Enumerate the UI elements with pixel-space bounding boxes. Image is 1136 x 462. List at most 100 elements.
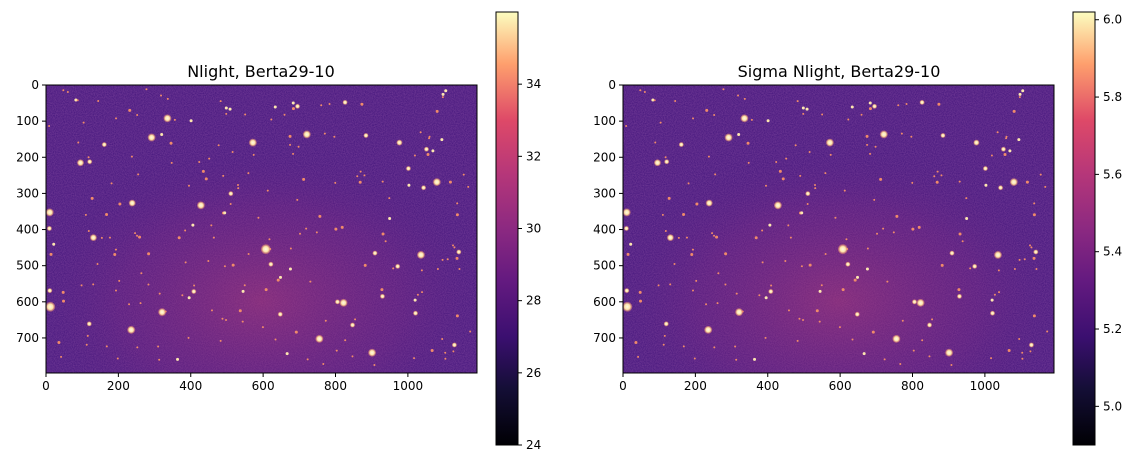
star [802, 112, 805, 115]
star [309, 280, 312, 283]
star [824, 172, 827, 175]
star [659, 121, 662, 124]
star [276, 278, 280, 282]
star [805, 191, 811, 197]
star [52, 242, 56, 246]
star [413, 154, 416, 157]
star [935, 180, 939, 184]
star [637, 355, 640, 358]
star [176, 357, 180, 361]
star [1030, 246, 1033, 249]
y-tick-label: 300 [16, 186, 39, 200]
star [945, 348, 954, 357]
star [674, 100, 677, 103]
star-field-right [622, 88, 1049, 367]
star [1029, 350, 1032, 353]
star [1005, 137, 1008, 140]
star [998, 291, 1001, 294]
star [342, 99, 348, 105]
star [139, 302, 142, 305]
star [713, 234, 716, 237]
star [856, 275, 860, 279]
star [1033, 202, 1036, 205]
star [297, 145, 300, 148]
star [170, 161, 173, 164]
star [854, 311, 860, 317]
star [285, 352, 289, 356]
star [115, 117, 118, 120]
y-tick-label: 100 [16, 114, 39, 128]
star [92, 283, 95, 286]
star [261, 326, 264, 329]
star [682, 212, 686, 216]
star [279, 275, 283, 279]
star [87, 229, 90, 232]
plot-frame-right [622, 84, 1055, 374]
star [764, 336, 767, 339]
star [998, 185, 1004, 191]
star [191, 288, 197, 294]
star [426, 153, 430, 157]
star [430, 349, 434, 353]
x-tick-label: 0 [42, 379, 50, 393]
star [1032, 256, 1036, 260]
star [453, 246, 456, 249]
star [638, 290, 642, 294]
star [905, 103, 908, 106]
star [441, 258, 444, 261]
bright-star [825, 138, 834, 147]
star [821, 113, 824, 116]
star [912, 349, 915, 352]
star [201, 169, 205, 173]
y-tick-label: 700 [593, 331, 616, 345]
y-tick-label: 200 [16, 150, 39, 164]
star [1000, 146, 1006, 152]
star [455, 256, 459, 260]
star [114, 248, 117, 251]
star [315, 231, 318, 234]
star [866, 143, 869, 146]
star [940, 132, 946, 138]
star [865, 134, 869, 138]
star [1008, 149, 1012, 153]
star [690, 253, 694, 257]
star [911, 299, 917, 305]
star [667, 196, 671, 200]
star [961, 240, 964, 243]
star [787, 224, 790, 227]
star [639, 299, 643, 303]
star [685, 236, 688, 239]
x-tick-label: 400 [179, 379, 202, 393]
star [984, 183, 988, 187]
star [990, 357, 993, 360]
bright-star [666, 234, 674, 242]
star [241, 289, 245, 293]
star [436, 267, 439, 270]
colorbar-tick-label: 24 [526, 438, 541, 452]
star [868, 101, 872, 105]
star [768, 223, 772, 227]
star [662, 343, 665, 346]
colorbar-tick-label: 26 [526, 366, 541, 380]
star [800, 211, 804, 215]
star [758, 294, 761, 297]
star [80, 284, 83, 287]
star [354, 318, 357, 321]
star [198, 161, 201, 164]
star [707, 155, 710, 158]
star [916, 298, 925, 307]
star [147, 133, 156, 142]
y-tick-label: 500 [593, 259, 616, 273]
star [356, 175, 359, 178]
star [196, 201, 205, 210]
star [737, 94, 740, 97]
heatmap-image-left [45, 85, 477, 373]
star [643, 90, 646, 93]
colorbar-tick-label: 5.8 [1103, 90, 1122, 104]
star [231, 263, 235, 267]
star [86, 334, 89, 337]
star [781, 177, 785, 181]
star [1005, 135, 1008, 138]
star [677, 236, 680, 239]
star [428, 135, 431, 138]
